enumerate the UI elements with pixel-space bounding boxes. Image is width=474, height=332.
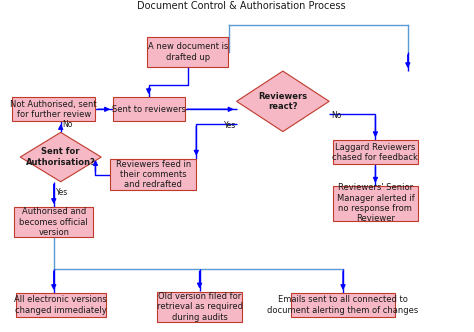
Text: Emails sent to all connected to
document alerting them of changes: Emails sent to all connected to document…: [267, 295, 419, 315]
FancyBboxPatch shape: [147, 37, 228, 67]
Text: Not Authorised, sent
for further review: Not Authorised, sent for further review: [10, 100, 97, 119]
Text: Yes: Yes: [56, 188, 68, 197]
Text: Old version filed for
retrieval as required
during audits: Old version filed for retrieval as requi…: [156, 292, 243, 322]
Title: Document Control & Authorisation Process: Document Control & Authorisation Process: [137, 1, 346, 11]
FancyBboxPatch shape: [14, 207, 93, 237]
Text: Reviewers' Senior
Manager alerted if
no response from
Reviewer: Reviewers' Senior Manager alerted if no …: [337, 183, 414, 223]
Text: No: No: [63, 121, 73, 129]
FancyBboxPatch shape: [157, 291, 242, 322]
Text: All electronic versions
changed immediately: All electronic versions changed immediat…: [14, 295, 107, 315]
Polygon shape: [237, 71, 329, 131]
FancyBboxPatch shape: [12, 97, 95, 121]
FancyBboxPatch shape: [333, 186, 418, 221]
Text: Yes: Yes: [224, 122, 236, 130]
FancyBboxPatch shape: [333, 140, 418, 164]
Text: Reviewers feed in
their comments
and redrafted: Reviewers feed in their comments and red…: [116, 160, 191, 190]
Text: A new document is
drafted up: A new document is drafted up: [148, 42, 228, 62]
Text: Sent for
Authorisation?: Sent for Authorisation?: [26, 147, 96, 167]
FancyBboxPatch shape: [16, 293, 106, 317]
Text: Sent to reviewers: Sent to reviewers: [112, 105, 186, 114]
Text: Authorised and
becomes official
version: Authorised and becomes official version: [19, 208, 88, 237]
FancyBboxPatch shape: [110, 159, 196, 191]
Text: Laggard Reviewers
chased for feedback: Laggard Reviewers chased for feedback: [332, 142, 419, 162]
FancyBboxPatch shape: [291, 293, 395, 317]
Polygon shape: [20, 132, 101, 182]
Text: No: No: [331, 111, 341, 120]
FancyBboxPatch shape: [113, 97, 184, 121]
Text: Reviewers
react?: Reviewers react?: [258, 92, 308, 111]
